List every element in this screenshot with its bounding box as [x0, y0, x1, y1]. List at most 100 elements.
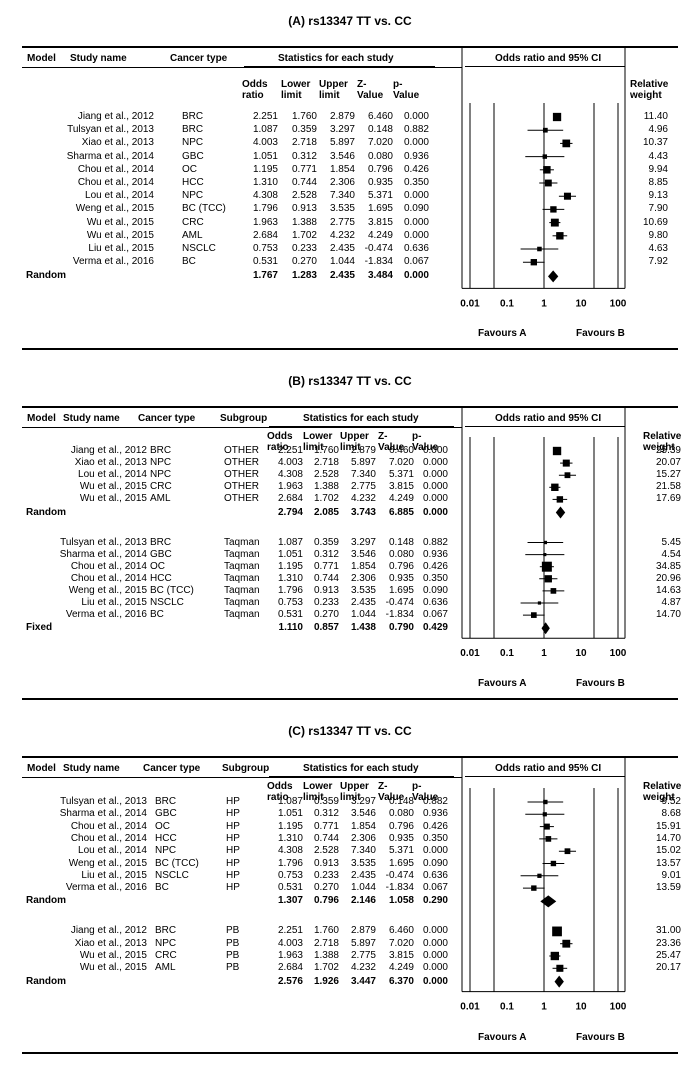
lower-limit: 1.388: [291, 216, 317, 228]
odds-ratio: 1.310: [277, 832, 303, 844]
summary-upper-limit: 2.146: [350, 895, 376, 907]
upper-limit: 5.897: [350, 937, 376, 949]
p-value: 0.000: [422, 937, 448, 949]
z-value: 0.080: [388, 808, 414, 820]
p-value: 0.090: [422, 857, 448, 869]
cancer-type: HCC: [150, 572, 172, 584]
z-value-header-1: Z-: [378, 431, 388, 442]
lower-limit: 2.528: [291, 190, 317, 202]
subgroup: PB: [226, 937, 240, 949]
cancer-type: CRC: [150, 481, 172, 493]
stats-header: Statistics for each study: [303, 763, 419, 774]
p-value: 0.882: [422, 536, 448, 548]
summary-lower-limit: 1.926: [313, 975, 339, 987]
study-name: Lou et al., 2014: [78, 469, 147, 481]
favours-b-label: Favours B: [576, 1031, 625, 1043]
study-name: Verma et al., 2016: [65, 882, 147, 894]
p-value: 0.882: [422, 796, 448, 807]
relative-weight: 31.00: [655, 925, 681, 937]
study-name: Xiao et al., 2013: [81, 137, 154, 149]
summary-label: Fixed: [26, 622, 53, 634]
point-estimate-square: [550, 588, 557, 594]
lower-limit: 1.388: [313, 950, 339, 961]
summary-upper-limit: 1.438: [350, 622, 376, 634]
cancer-type: NPC: [155, 937, 177, 949]
p-value: 0.067: [422, 882, 448, 894]
cancer-type: NPC: [182, 190, 204, 202]
study-name-header: Study name: [63, 763, 120, 774]
cancer-type: NSCLC: [150, 597, 184, 608]
panel-title: (C) rs13347 TT vs. CC: [288, 724, 412, 738]
odds-ratio: 1.310: [277, 572, 303, 584]
lower-limit: 0.233: [291, 243, 317, 254]
relative-weight: 23.36: [655, 937, 681, 949]
point-estimate-square: [543, 540, 548, 545]
summary-diamond: [548, 270, 559, 283]
summary-diamond: [554, 975, 564, 988]
odds-ratio: 2.684: [277, 962, 303, 974]
point-estimate-square: [543, 823, 550, 830]
axis-tick-label: 100: [610, 648, 627, 659]
summary-z-value: 1.058: [388, 895, 414, 907]
axis-tick-label: 0.1: [500, 648, 514, 659]
upper-limit: 3.297: [350, 796, 376, 807]
point-estimate-square: [530, 612, 537, 618]
upper-limit-header-2: limit: [319, 90, 340, 101]
lower-limit: 0.312: [313, 548, 339, 560]
summary-label: Random: [26, 270, 66, 282]
point-estimate-square: [531, 885, 537, 891]
cancer-type: NPC: [150, 457, 172, 469]
summary-odds-ratio: 2.794: [277, 506, 303, 518]
z-value: 6.460: [388, 445, 414, 456]
stats-header-rule: [269, 776, 454, 777]
upper-limit-header-1: Upper: [340, 431, 369, 442]
summary-lower-limit: 0.857: [313, 622, 339, 634]
panel-bottom-rule: [22, 698, 678, 701]
p-value: 0.426: [422, 560, 448, 572]
z-value-header-2: Value: [378, 442, 405, 453]
point-estimate-square: [542, 154, 548, 159]
summary-p-value: 0.000: [403, 270, 429, 282]
study-name: Tulsyan et al., 2013: [60, 536, 147, 548]
lower-limit: 0.270: [313, 882, 339, 894]
p-value: 0.636: [403, 243, 429, 254]
odds-ratio: 0.753: [252, 243, 278, 254]
lower-limit: 0.744: [313, 572, 339, 584]
summary-diamond: [541, 622, 550, 635]
forest-panel-a: (A) rs13347 TT vs. CC Model Study name Canc…: [0, 0, 700, 351]
z-value: 4.249: [388, 962, 414, 974]
cancer-type: AML: [155, 962, 176, 974]
study-name: Wu et al., 2015: [86, 229, 154, 241]
subgroup: PB: [226, 950, 240, 961]
relative-weight-header-2: weight: [630, 90, 662, 101]
z-value: 0.148: [367, 124, 393, 136]
odds-ratio: 4.308: [252, 190, 278, 202]
odds-ratio: 1.963: [252, 216, 278, 228]
study-name: Chou et al., 2014: [70, 820, 147, 832]
lower-limit: 0.233: [313, 597, 339, 608]
odds-ratio-header-1: Odds: [267, 781, 293, 792]
upper-limit: 5.897: [350, 457, 376, 469]
p-value: 0.350: [403, 177, 429, 188]
header-top-rule: [22, 46, 678, 48]
odds-ratio-header-1: Odds: [267, 431, 293, 442]
upper-limit: 2.879: [329, 111, 355, 122]
lower-limit: 1.388: [313, 481, 339, 493]
lower-limit: 0.312: [291, 150, 317, 162]
point-estimate-square: [543, 799, 548, 805]
summary-odds-ratio: 1.767: [252, 270, 278, 282]
lower-limit: 0.270: [313, 609, 339, 621]
subgroup: HP: [226, 869, 240, 881]
subgroup: OTHER: [224, 445, 259, 456]
p-value: 0.090: [422, 584, 448, 596]
favours-b-label: Favours B: [576, 328, 625, 340]
relative-weight: 15.02: [655, 845, 681, 857]
ci-header-rule: [465, 426, 625, 427]
z-value: 5.371: [367, 190, 393, 202]
z-value-header-2: Value: [357, 90, 384, 101]
stats-header-rule: [269, 426, 454, 427]
favours-a-label: Favours A: [478, 1031, 527, 1043]
z-value: -0.474: [364, 243, 393, 254]
upper-limit: 1.854: [329, 163, 355, 175]
point-estimate-square: [564, 848, 571, 855]
